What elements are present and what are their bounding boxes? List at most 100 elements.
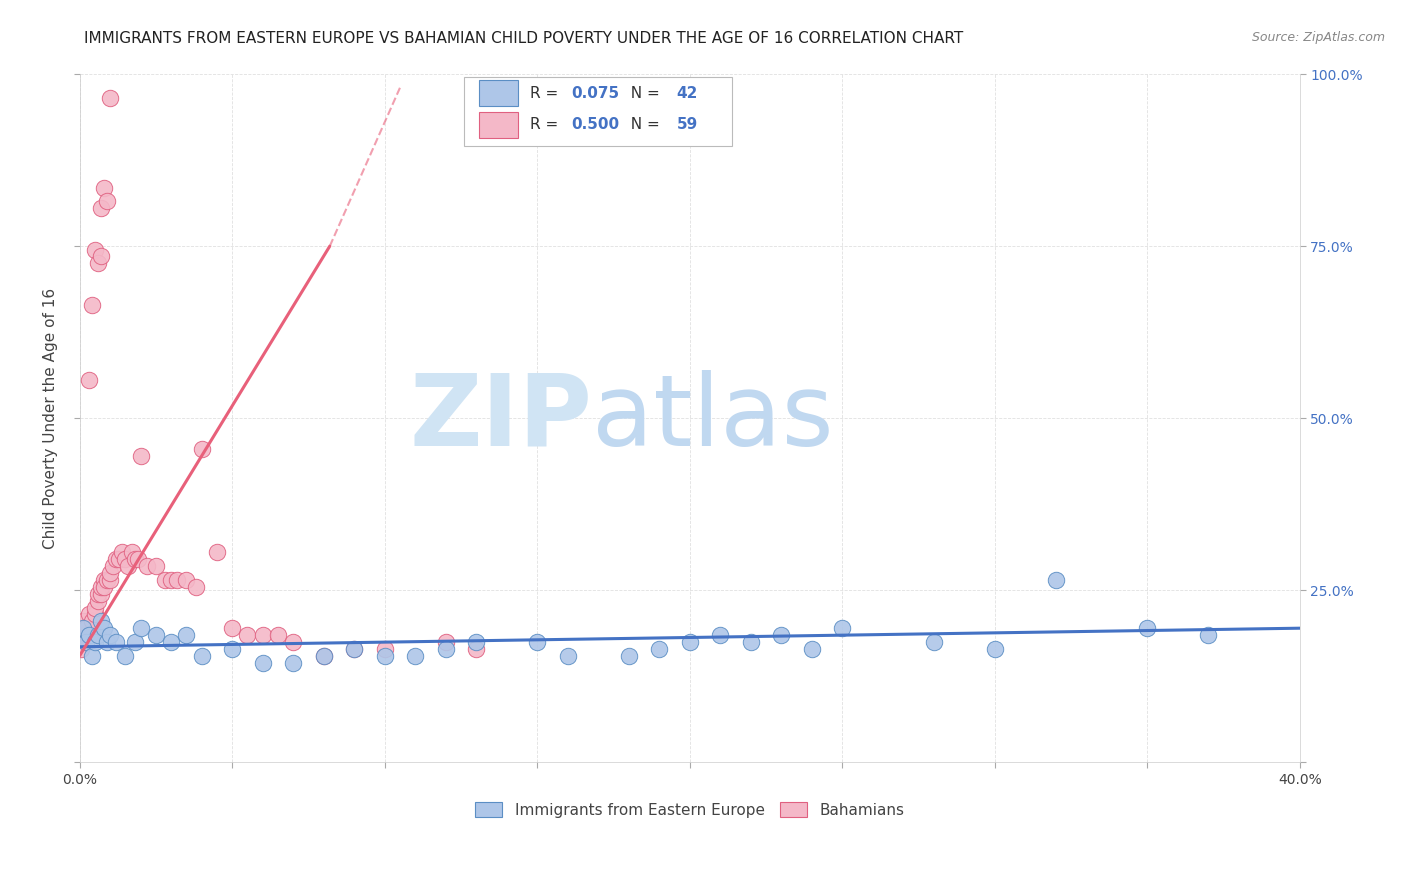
Point: [404, 648, 426, 663]
Point: [1136, 621, 1159, 635]
Point: [87, 587, 110, 601]
Point: [1045, 573, 1067, 587]
Point: [75, 621, 97, 635]
Point: [679, 635, 702, 649]
Point: [93, 573, 115, 587]
Point: [557, 648, 579, 663]
Point: [145, 628, 167, 642]
Point: [77, 628, 100, 642]
Point: [145, 559, 167, 574]
Point: [111, 545, 134, 559]
Point: [72, 621, 94, 635]
Point: [205, 545, 228, 559]
Text: N =: N =: [621, 118, 665, 133]
Point: [709, 628, 731, 642]
Text: 0.075: 0.075: [571, 86, 620, 101]
Point: [129, 449, 152, 463]
Point: [80, 298, 103, 312]
Point: [343, 641, 366, 656]
Point: [190, 442, 212, 457]
Point: [96, 635, 118, 649]
Point: [166, 573, 188, 587]
Point: [72, 621, 94, 635]
Point: [770, 628, 793, 642]
Point: [90, 580, 112, 594]
Point: [93, 180, 115, 194]
Point: [83, 635, 105, 649]
Point: [108, 552, 131, 566]
Point: [252, 656, 274, 670]
Point: [176, 628, 198, 642]
Point: [105, 635, 128, 649]
Point: [77, 628, 100, 642]
Point: [434, 635, 457, 649]
Point: [129, 621, 152, 635]
Point: [77, 607, 100, 622]
Point: [98, 566, 121, 581]
Point: [87, 628, 110, 642]
Point: [252, 628, 274, 642]
Point: [831, 621, 853, 635]
Point: [800, 641, 823, 656]
Point: [103, 559, 125, 574]
Point: [117, 559, 139, 574]
Point: [98, 91, 121, 105]
Point: [70, 641, 93, 656]
Point: [312, 648, 335, 663]
Point: [374, 641, 396, 656]
Point: [93, 580, 115, 594]
Point: [87, 256, 110, 270]
Point: [267, 628, 290, 642]
Point: [75, 635, 97, 649]
Point: [121, 545, 143, 559]
Point: [96, 573, 118, 587]
Bar: [478, 80, 517, 106]
Point: [236, 628, 259, 642]
Text: R =: R =: [530, 86, 562, 101]
Point: [90, 587, 112, 601]
Point: [83, 600, 105, 615]
Point: [124, 552, 146, 566]
Point: [114, 552, 136, 566]
Y-axis label: Child Poverty Under the Age of 16: Child Poverty Under the Age of 16: [44, 287, 58, 549]
Point: [343, 641, 366, 656]
Text: R =: R =: [530, 118, 562, 133]
Point: [221, 621, 243, 635]
Text: N =: N =: [621, 86, 665, 101]
Text: atlas: atlas: [592, 369, 834, 467]
Point: [114, 648, 136, 663]
Point: [283, 635, 305, 649]
Point: [83, 607, 105, 622]
Point: [922, 635, 945, 649]
Point: [90, 201, 112, 215]
Point: [72, 628, 94, 642]
Point: [83, 243, 105, 257]
Text: 42: 42: [676, 86, 697, 101]
Point: [87, 593, 110, 607]
Point: [176, 573, 198, 587]
Point: [312, 648, 335, 663]
Point: [96, 194, 118, 209]
Point: [93, 621, 115, 635]
Point: [80, 628, 103, 642]
Point: [77, 373, 100, 387]
Bar: [478, 112, 517, 138]
Text: 0.500: 0.500: [571, 118, 620, 133]
Point: [617, 648, 640, 663]
Point: [740, 635, 762, 649]
Point: [90, 615, 112, 629]
Text: IMMIGRANTS FROM EASTERN EUROPE VS BAHAMIAN CHILD POVERTY UNDER THE AGE OF 16 COR: IMMIGRANTS FROM EASTERN EUROPE VS BAHAMI…: [84, 31, 963, 46]
Point: [221, 641, 243, 656]
Point: [80, 648, 103, 663]
Text: ZIP: ZIP: [409, 369, 592, 467]
Point: [72, 615, 94, 629]
Point: [160, 573, 183, 587]
Point: [190, 648, 212, 663]
Point: [465, 635, 488, 649]
Point: [153, 573, 176, 587]
Point: [127, 552, 149, 566]
Point: [1197, 628, 1219, 642]
Point: [434, 641, 457, 656]
Point: [526, 635, 548, 649]
Point: [75, 635, 97, 649]
